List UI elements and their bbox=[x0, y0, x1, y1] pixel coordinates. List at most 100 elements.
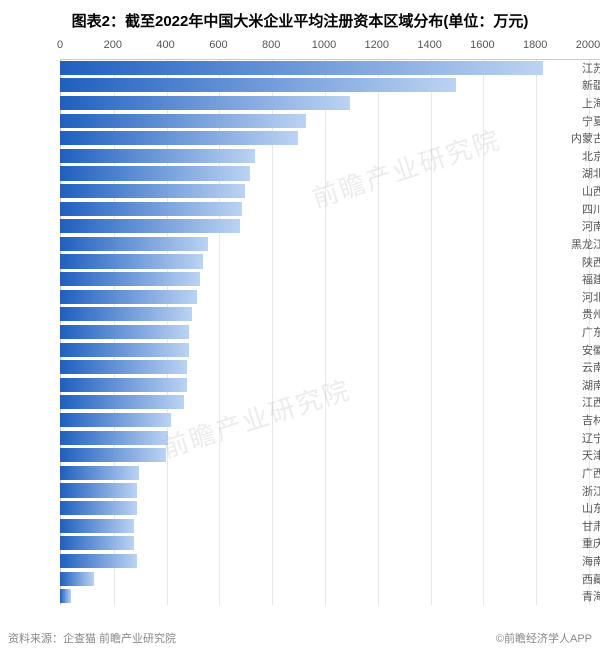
y-category-label: 广东 bbox=[556, 324, 600, 340]
y-category-label: 福建 bbox=[556, 271, 600, 287]
bar bbox=[60, 378, 187, 392]
y-category-label: 山东 bbox=[556, 500, 600, 516]
bar bbox=[60, 184, 245, 198]
bar-row: 北京 bbox=[8, 147, 600, 165]
x-tick-label: 200 bbox=[104, 39, 122, 51]
y-category-label: 湖南 bbox=[556, 377, 600, 393]
y-category-label: 天津 bbox=[556, 447, 600, 463]
y-category-label: 山西 bbox=[556, 183, 600, 199]
bar bbox=[60, 431, 168, 445]
bar-row: 海南 bbox=[8, 552, 600, 570]
bar bbox=[60, 395, 184, 409]
bar-row: 浙江 bbox=[8, 482, 600, 500]
y-category-label: 广西 bbox=[556, 465, 600, 481]
y-category-label: 安徽 bbox=[556, 342, 600, 358]
x-tick-label: 1800 bbox=[523, 39, 547, 51]
bar bbox=[60, 237, 208, 251]
bar-row: 河北 bbox=[8, 288, 600, 306]
source-text: 资料来源：企查猫 前瞻产业研究院 bbox=[8, 633, 176, 645]
bar bbox=[60, 114, 306, 128]
y-category-label: 新疆 bbox=[556, 77, 600, 93]
bar bbox=[60, 219, 240, 233]
bar bbox=[60, 272, 200, 286]
bar bbox=[60, 448, 166, 462]
copyright-text: ©前瞻经济学人APP bbox=[496, 630, 592, 646]
bar-row: 新疆 bbox=[8, 77, 600, 95]
bar-row: 安徽 bbox=[8, 341, 600, 359]
bar-row: 四川 bbox=[8, 200, 600, 218]
bar bbox=[60, 254, 203, 268]
bar-row: 山东 bbox=[8, 499, 600, 517]
y-category-label: 贵州 bbox=[556, 306, 600, 322]
bar bbox=[60, 96, 350, 110]
x-tick-label: 400 bbox=[156, 39, 174, 51]
bar bbox=[60, 202, 242, 216]
y-category-label: 内蒙古 bbox=[556, 130, 600, 146]
bar-row: 江苏 bbox=[8, 59, 600, 77]
bar bbox=[60, 343, 189, 357]
bar bbox=[60, 519, 134, 533]
y-category-label: 河南 bbox=[556, 218, 600, 234]
bar-row: 天津 bbox=[8, 446, 600, 464]
footer: 资料来源：企查猫 前瞻产业研究院 ©前瞻经济学人APP bbox=[8, 630, 592, 646]
bar bbox=[60, 61, 543, 75]
x-tick-label: 2000 bbox=[576, 39, 600, 51]
bar-row: 重庆 bbox=[8, 535, 600, 553]
y-category-label: 河北 bbox=[556, 289, 600, 305]
bar-row: 吉林 bbox=[8, 411, 600, 429]
bar-row: 广东 bbox=[8, 323, 600, 341]
bar-row: 甘肃 bbox=[8, 517, 600, 535]
bar-row: 西藏 bbox=[8, 570, 600, 588]
x-tick-label: 1200 bbox=[365, 39, 389, 51]
bar-row: 贵州 bbox=[8, 306, 600, 324]
bar bbox=[60, 360, 187, 374]
bar-row: 陕西 bbox=[8, 253, 600, 271]
bar bbox=[60, 483, 137, 497]
y-category-label: 宁夏 bbox=[556, 113, 600, 129]
bar bbox=[60, 466, 139, 480]
y-category-label: 辽宁 bbox=[556, 430, 600, 446]
y-category-label: 江苏 bbox=[556, 60, 600, 76]
bar-row: 广西 bbox=[8, 464, 600, 482]
bar-row: 内蒙古 bbox=[8, 129, 600, 147]
y-category-label: 青海 bbox=[556, 588, 600, 604]
x-tick-label: 600 bbox=[209, 39, 227, 51]
y-category-label: 甘肃 bbox=[556, 518, 600, 534]
bar-row: 湖南 bbox=[8, 376, 600, 394]
bar bbox=[60, 78, 456, 92]
bar-row: 辽宁 bbox=[8, 429, 600, 447]
y-category-label: 吉林 bbox=[556, 412, 600, 428]
bar bbox=[60, 413, 171, 427]
bar bbox=[60, 131, 298, 145]
x-tick-label: 800 bbox=[262, 39, 280, 51]
x-tick-label: 1000 bbox=[312, 39, 336, 51]
chart-title: 图表2：截至2022年中国大米企业平均注册资本区域分布(单位：万元) bbox=[0, 0, 600, 31]
bar-row: 河南 bbox=[8, 218, 600, 236]
bar-row: 湖北 bbox=[8, 165, 600, 183]
bar bbox=[60, 572, 94, 586]
y-category-label: 西藏 bbox=[556, 571, 600, 587]
x-tick-label: 1600 bbox=[470, 39, 494, 51]
bar bbox=[60, 589, 71, 603]
bar bbox=[60, 536, 134, 550]
bar bbox=[60, 307, 192, 321]
y-category-label: 四川 bbox=[556, 201, 600, 217]
bar-row: 云南 bbox=[8, 358, 600, 376]
bar-row: 上海 bbox=[8, 94, 600, 112]
bar bbox=[60, 149, 255, 163]
bar-row: 黑龙江 bbox=[8, 235, 600, 253]
bar-row: 福建 bbox=[8, 270, 600, 288]
y-category-label: 陕西 bbox=[556, 254, 600, 270]
y-category-label: 北京 bbox=[556, 148, 600, 164]
y-category-label: 湖北 bbox=[556, 165, 600, 181]
y-category-label: 海南 bbox=[556, 553, 600, 569]
chart-area: 0200400600800100012001400160018002000 江苏… bbox=[8, 39, 600, 605]
y-category-label: 云南 bbox=[556, 359, 600, 375]
bar bbox=[60, 554, 137, 568]
y-category-label: 浙江 bbox=[556, 483, 600, 499]
x-tick-label: 1400 bbox=[417, 39, 441, 51]
y-category-label: 黑龙江 bbox=[556, 236, 600, 252]
bar-row: 宁夏 bbox=[8, 112, 600, 130]
bars-container: 江苏新疆上海宁夏内蒙古北京湖北山西四川河南黑龙江陕西福建河北贵州广东安徽云南湖南… bbox=[8, 59, 600, 605]
bar-row: 青海 bbox=[8, 587, 600, 605]
